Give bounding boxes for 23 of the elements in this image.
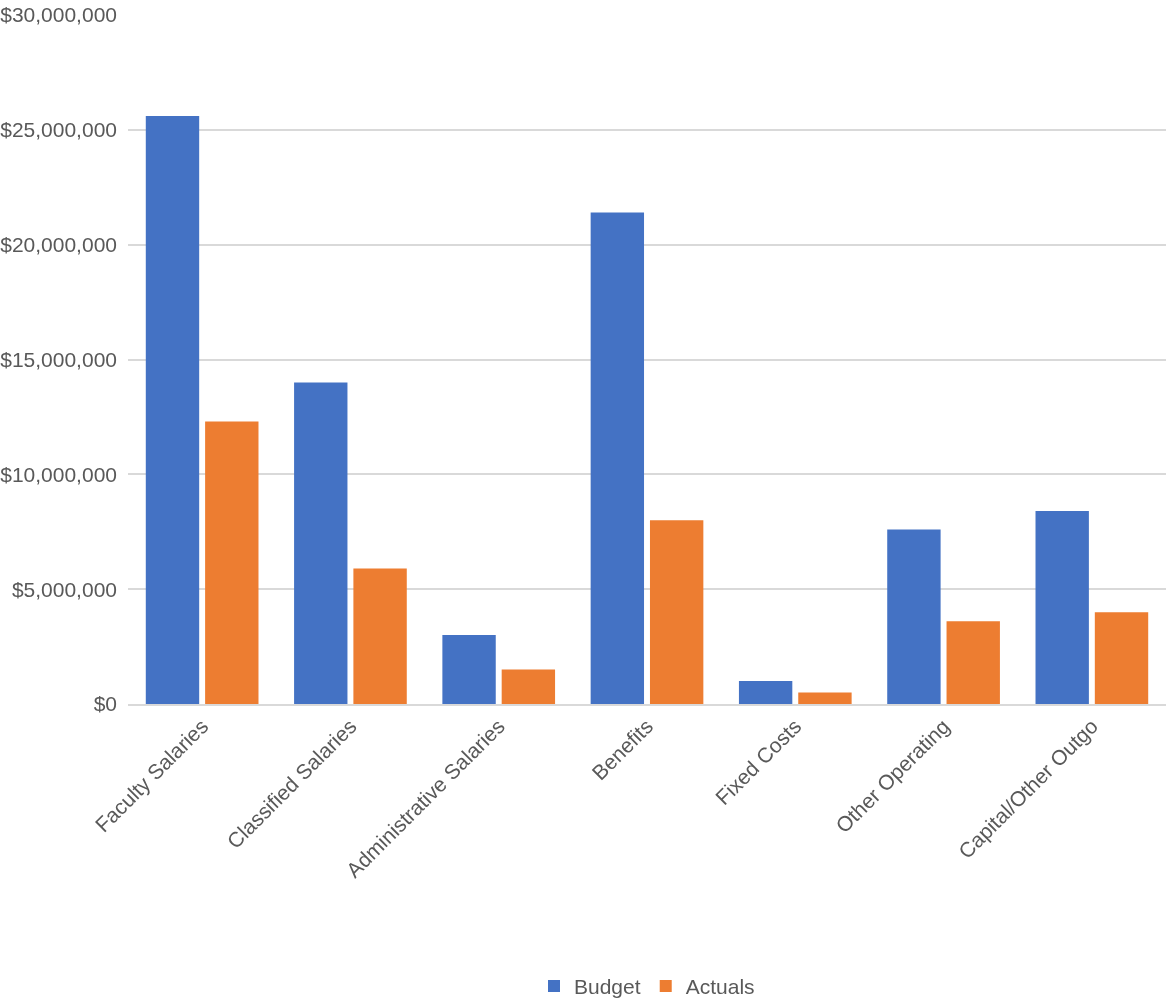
bar bbox=[501, 669, 556, 704]
bar bbox=[649, 520, 704, 704]
y-tick-label: $10,000,000 bbox=[0, 462, 117, 486]
y-tick-label: $0 bbox=[93, 692, 117, 716]
y-tick-label: $5,000,000 bbox=[11, 577, 117, 601]
bar bbox=[353, 568, 407, 704]
bar bbox=[946, 621, 1000, 704]
bar bbox=[145, 116, 200, 704]
bar bbox=[442, 635, 496, 704]
bar bbox=[1094, 612, 1149, 704]
bar bbox=[294, 382, 348, 704]
bar bbox=[1035, 511, 1089, 704]
y-tick-label: $15,000,000 bbox=[0, 347, 117, 371]
bar bbox=[205, 421, 259, 704]
legend-label: Actuals bbox=[685, 975, 755, 999]
bar bbox=[590, 212, 645, 704]
bar bbox=[738, 681, 793, 704]
bar bbox=[887, 529, 941, 704]
y-tick-label: $30,000,000 bbox=[0, 3, 117, 27]
y-tick-label: $25,000,000 bbox=[0, 118, 117, 142]
bar bbox=[798, 692, 852, 704]
legend-label: Budget bbox=[574, 975, 641, 999]
y-tick-label: $20,000,000 bbox=[0, 233, 117, 257]
